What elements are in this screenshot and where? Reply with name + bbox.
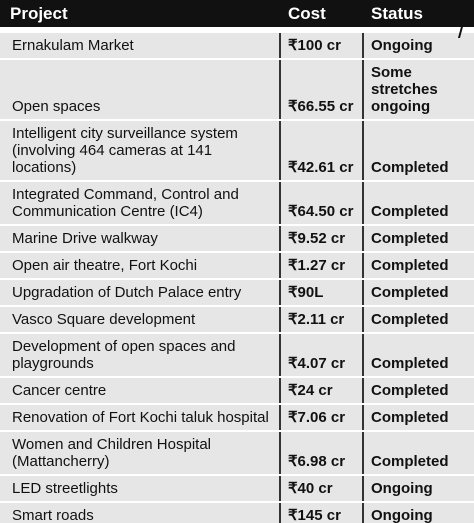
header-cell: Project (0, 0, 280, 33)
cost-cell: ₹7.06 cr (279, 404, 363, 432)
project-cell: Open air theatre, Fort Kochi (0, 252, 280, 280)
project-cell: Renovation of Fort Kochi taluk hospital (0, 404, 280, 432)
project-cell: Intelligent city surveillance system (in… (0, 120, 280, 182)
cost-cell: ₹6.98 cr (279, 431, 363, 476)
table-body: Ernakulam Market ₹100 cr Ongoing Open space… (0, 30, 474, 523)
table-row: Women and Children Hospital (Mattancherr… (0, 431, 474, 476)
status-cell: Completed (362, 377, 474, 405)
project-cell: Ernakulam Market (0, 30, 280, 60)
project-cell: Upgradation of Dutch Palace entry (0, 279, 280, 307)
cost-cell: ₹66.55 cr (279, 59, 363, 121)
status-cell: Completed (362, 279, 474, 307)
project-cell: Smart roads (0, 502, 280, 523)
status-cell: Completed (362, 306, 474, 334)
table-row: Open spaces ₹66.55 cr Some stretches ongoi… (0, 59, 474, 121)
cost-cell: ₹42.61 cr (279, 120, 363, 182)
cost-cell: ₹4.07 cr (279, 333, 363, 378)
status-cell: Completed (362, 404, 474, 432)
table-row: LED streetlights ₹40 cr Ongoing (0, 475, 474, 503)
table-row: Integrated Command, Control and Communic… (0, 181, 474, 226)
table-row: Intelligent city surveillance system (in… (0, 120, 474, 182)
project-cell: Women and Children Hospital (Mattancherr… (0, 431, 280, 476)
table-row: Vasco Square development ₹2.11 cr Complete… (0, 306, 474, 334)
cost-cell: ₹9.52 cr (279, 225, 363, 253)
cost-cell: ₹64.50 cr (279, 181, 363, 226)
header-cell: Status (363, 0, 474, 33)
project-cell: Cancer centre (0, 377, 280, 405)
project-cell: Development of open spaces and playgroun… (0, 333, 280, 378)
project-cell: Integrated Command, Control and Communic… (0, 181, 280, 226)
status-cell: Completed (362, 252, 474, 280)
cost-cell: ₹2.11 cr (279, 306, 363, 334)
status-cell: Some stretches ongoing (362, 59, 474, 121)
cost-cell: ₹100 cr (279, 30, 363, 60)
cost-cell: ₹24 cr (279, 377, 363, 405)
table-row: Open air theatre, Fort Kochi ₹1.27 cr Comp… (0, 252, 474, 280)
cost-cell: ₹1.27 cr (279, 252, 363, 280)
project-cell: Open spaces (0, 59, 280, 121)
status-cell: Completed (362, 181, 474, 226)
table-row: Development of open spaces and playgroun… (0, 333, 474, 378)
status-cell: Completed (362, 431, 474, 476)
cost-cell: ₹90L (279, 279, 363, 307)
table-row: Renovation of Fort Kochi taluk hospital ₹… (0, 404, 474, 432)
header-row: Project Cost Status (0, 0, 474, 33)
status-cell: Ongoing (362, 30, 474, 60)
project-cell: LED streetlights (0, 475, 280, 503)
table-row: Smart roads ₹145 cr Ongoing (0, 502, 474, 523)
project-cell: Vasco Square development (0, 306, 280, 334)
project-cell: Marine Drive walkway (0, 225, 280, 253)
header-cell: Cost (280, 0, 363, 33)
status-cell: Completed (362, 333, 474, 378)
table-row: Cancer centre ₹24 cr Completed (0, 377, 474, 405)
cost-cell: ₹145 cr (279, 502, 363, 523)
table-row: Ernakulam Market ₹100 cr Ongoing (0, 30, 474, 60)
table-row: Upgradation of Dutch Palace entry ₹90L Com… (0, 279, 474, 307)
status-cell: Completed (362, 225, 474, 253)
status-cell: Ongoing (362, 475, 474, 503)
status-cell: Completed (362, 120, 474, 182)
table-row: Marine Drive walkway ₹9.52 cr Completed (0, 225, 474, 253)
status-cell: Ongoing (362, 502, 474, 523)
cost-cell: ₹40 cr (279, 475, 363, 503)
